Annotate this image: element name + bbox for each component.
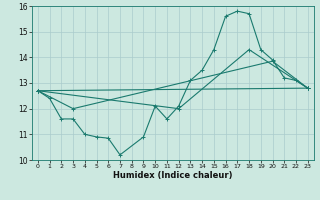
- X-axis label: Humidex (Indice chaleur): Humidex (Indice chaleur): [113, 171, 233, 180]
